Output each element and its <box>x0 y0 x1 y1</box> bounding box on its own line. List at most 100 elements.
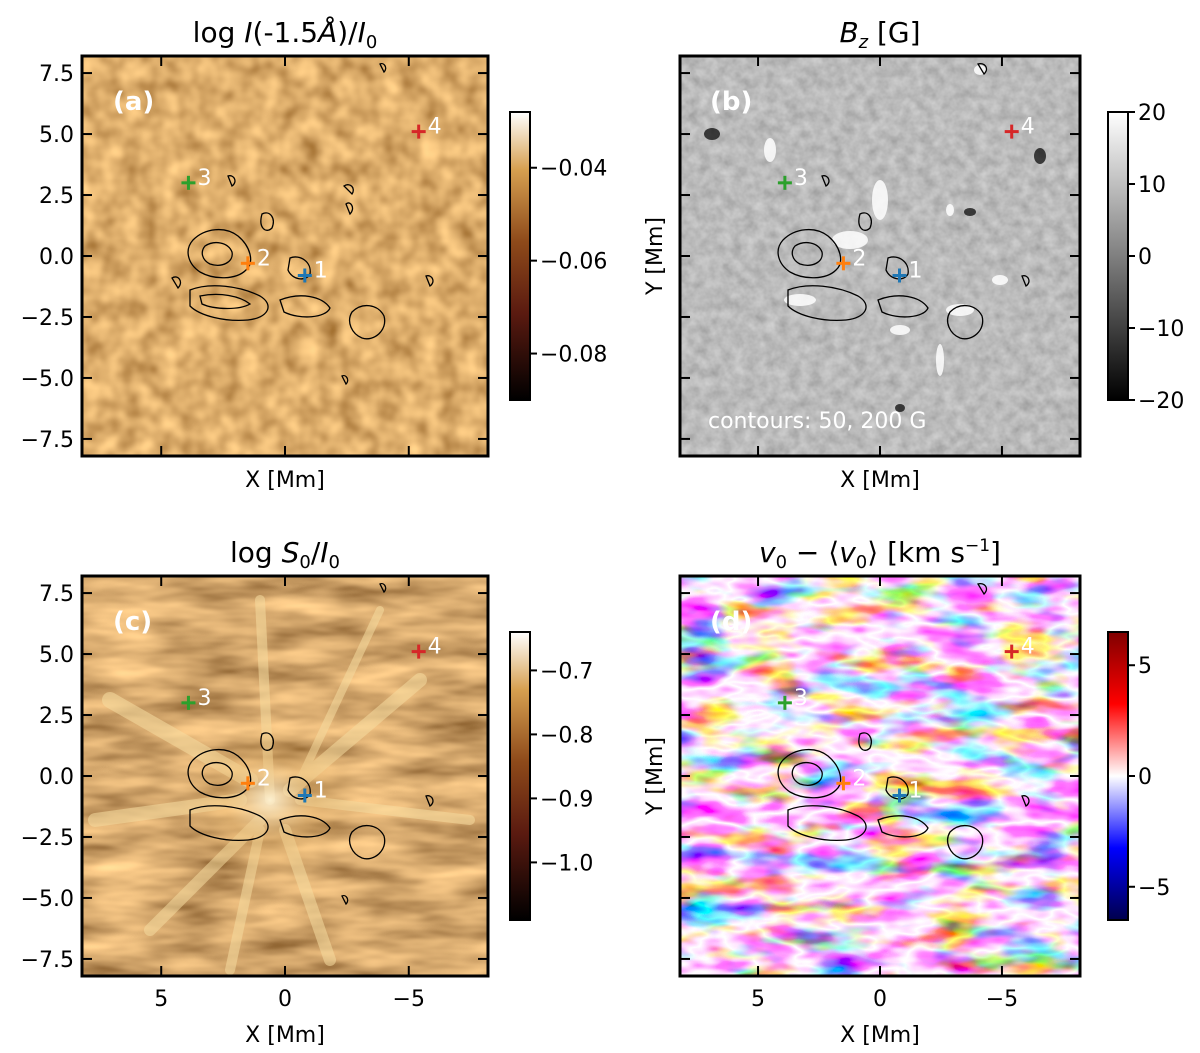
xlabel-d: X [Mm] <box>840 1023 920 1048</box>
marker-3: 3 <box>777 686 808 711</box>
marker-1: 1 <box>297 259 328 284</box>
marker-label: 1 <box>314 779 328 804</box>
marker-label: 4 <box>1021 635 1035 660</box>
contours-c <box>187 582 434 906</box>
ytick-label: 5.0 <box>39 123 74 148</box>
panel-d: 1 2 3 4 (d) v0 − ⟨v0⟩ [km s−1] X [Mm] Y [Mm… <box>643 536 1170 1048</box>
title-b: Bz [G] <box>839 16 920 53</box>
xlabel-b: X [Mm] <box>840 468 920 493</box>
marker-1: 1 <box>297 779 328 804</box>
colorbar-ticks-d: 5 0 −5 <box>1128 654 1170 901</box>
marker-label: 3 <box>197 166 211 191</box>
marker-4: 4 <box>1004 635 1035 660</box>
marker-4: 4 <box>1004 115 1035 140</box>
intensity-map-a <box>82 56 488 456</box>
ytick-label: 0.0 <box>39 765 74 790</box>
panel-label-b: (b) <box>710 87 752 117</box>
marker-label: 1 <box>909 779 923 804</box>
marker-4: 4 <box>411 635 442 660</box>
colorbar-tick-label: 0 <box>1138 765 1152 790</box>
marker-label: 3 <box>197 686 211 711</box>
ytick-label: −2.5 <box>21 306 74 331</box>
ytick-label: −7.5 <box>21 948 74 973</box>
title-a: log I(-1.5Å)/I0 <box>193 15 378 53</box>
xlabel-c: X [Mm] <box>245 1023 325 1048</box>
title-d: v0 − ⟨v0⟩ [km s−1] <box>759 536 1001 573</box>
markers-c: 1 2 3 4 <box>181 635 442 804</box>
colorbar-ticks-a: −0.04 −0.06 −0.08 <box>530 157 607 368</box>
title-c: log S0/I0 <box>230 536 340 573</box>
panel-label-c: (c) <box>113 607 152 637</box>
colorbar-d <box>1107 631 1129 921</box>
markers-b: 1 2 3 4 <box>777 115 1035 284</box>
ytick-label: 2.5 <box>39 184 74 209</box>
markers-a: 1 2 3 4 <box>181 115 442 284</box>
colorbar-ticks-c: −0.7 −0.8 −0.9 −1.0 <box>530 659 593 876</box>
panel-b: 1 2 3 4 (b) contours: 50, 200 G Bz [G] X [M… <box>643 16 1184 493</box>
marker-1: 1 <box>892 259 923 284</box>
ytick-label: 2.5 <box>39 704 74 729</box>
ytick-label: 7.5 <box>39 582 74 607</box>
velocity-map-d <box>680 576 1080 976</box>
xtick-label: −5 <box>393 987 425 1012</box>
marker-label: 2 <box>257 766 271 791</box>
colorbar-tick-label: 10 <box>1138 173 1166 198</box>
colorbar-tick-label: −1.0 <box>540 851 593 876</box>
markers-d: 1 2 3 4 <box>777 635 1035 804</box>
marker-label: 1 <box>909 259 923 284</box>
bright-core-c <box>180 720 360 880</box>
colorbar-tick-label: 5 <box>1138 654 1152 679</box>
marker-label: 3 <box>794 686 808 711</box>
colorbar-tick-label: 0 <box>1138 245 1152 270</box>
colorbar-tick-label: −5 <box>1138 876 1170 901</box>
xtick-label: 0 <box>278 987 292 1012</box>
marker-2: 2 <box>240 766 271 791</box>
panel-label-a: (a) <box>113 87 154 117</box>
marker-2: 2 <box>836 766 866 791</box>
colorbar-tick-label: −0.7 <box>540 659 593 684</box>
marker-3: 3 <box>181 686 211 711</box>
xtick-label: 5 <box>154 987 168 1012</box>
colorbar-tick-label: −0.04 <box>540 157 607 182</box>
ytick-label: −7.5 <box>21 428 74 453</box>
marker-3: 3 <box>181 166 211 191</box>
ticks-c <box>82 576 488 976</box>
negative-patches-b <box>704 128 1046 412</box>
colorbar-c <box>509 631 531 921</box>
panel-label-d: (d) <box>710 607 752 637</box>
xtick-label: 5 <box>751 987 765 1012</box>
contours-b <box>777 62 1030 340</box>
xtick-label: 0 <box>873 987 887 1012</box>
colorbar-tick-label: 20 <box>1138 101 1166 126</box>
colorbar-tick-label: −0.06 <box>540 250 607 275</box>
ytick-label: −5.0 <box>21 887 74 912</box>
marker-label: 3 <box>794 166 808 191</box>
contour-note: contours: 50, 200 G <box>708 409 926 434</box>
colorbar-tick-label: −10 <box>1138 317 1184 342</box>
panel-c: 1 2 3 4 (c) log S0/I0 X [Mm] 5 0 −5 7.5 5.0 2.5… <box>21 536 594 1048</box>
xticks-c: 5 0 −5 <box>154 987 425 1012</box>
colorbar-tick-label: −0.8 <box>540 723 593 748</box>
marker-1: 1 <box>892 779 923 804</box>
ytick-label: −2.5 <box>21 826 74 851</box>
marker-2: 2 <box>836 246 866 271</box>
marker-4: 4 <box>411 115 442 140</box>
ytick-label: 7.5 <box>39 62 74 87</box>
yticks-a: 7.5 5.0 2.5 0.0 −2.5 −5.0 −7.5 <box>21 62 74 453</box>
xlabel-a: X [Mm] <box>245 468 325 493</box>
colorbar-tick-label: −0.08 <box>540 343 607 368</box>
ylabel-b: Y [Mm] <box>643 217 668 296</box>
marker-label: 2 <box>852 246 866 271</box>
marker-3: 3 <box>777 166 808 191</box>
ytick-label: −5.0 <box>21 367 74 392</box>
marker-label: 4 <box>428 635 442 660</box>
ticks-b <box>680 56 1080 456</box>
marker-2: 2 <box>240 246 271 271</box>
marker-label: 2 <box>257 246 271 271</box>
marker-label: 4 <box>428 115 442 140</box>
marker-label: 1 <box>314 259 328 284</box>
xtick-label: −5 <box>986 987 1018 1012</box>
magnetogram-b <box>680 56 1080 456</box>
network-patches-b <box>764 65 1008 376</box>
